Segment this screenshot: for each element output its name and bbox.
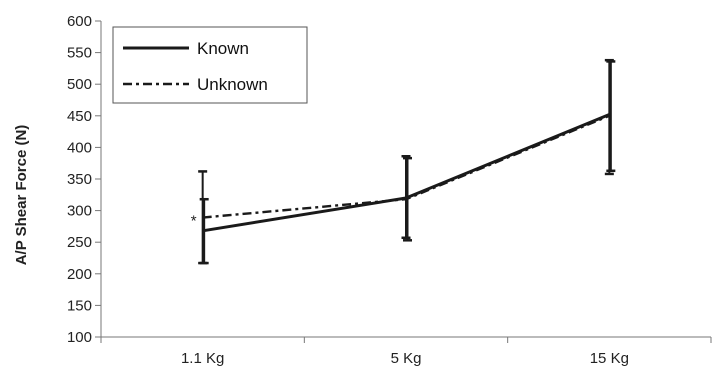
significance-marker: * [191, 213, 197, 230]
y-tick-label: 450 [67, 108, 92, 125]
y-tick-label: 550 [67, 45, 92, 62]
y-tick-label: 100 [67, 329, 92, 346]
y-tick-label: 300 [67, 203, 92, 220]
legend: Known Unknown [112, 26, 308, 104]
series-lines [202, 113, 610, 233]
x-tick-label: 5 Kg [391, 350, 422, 367]
x-tick-label: 1.1 Kg [181, 350, 224, 367]
y-tick-label: 250 [67, 234, 92, 251]
y-axis-title: A/P Shear Force (N) [13, 125, 30, 266]
x-axis-ticks: 1.1 Kg 5 Kg 15 Kg [100, 337, 712, 367]
y-tick-label: 350 [67, 171, 92, 188]
x-tick-label: 15 Kg [590, 350, 629, 367]
y-axis-ticks: 100 150 200 250 300 350 400 450 500 550 600 [67, 13, 101, 346]
y-tick-label: 500 [67, 76, 92, 93]
y-tick-label: 600 [67, 13, 92, 30]
legend-label: Known [197, 39, 249, 58]
annotations: * [191, 213, 197, 230]
y-tick-label: 200 [67, 266, 92, 283]
y-tick-label: 150 [67, 297, 92, 314]
legend-label: Unknown [197, 75, 268, 94]
y-tick-label: 400 [67, 139, 92, 156]
series-line-known [202, 113, 610, 233]
legend-box [112, 26, 308, 104]
